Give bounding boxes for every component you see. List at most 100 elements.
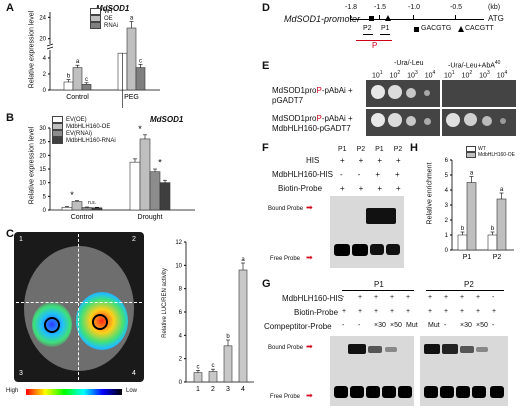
g-mark-cell: + (460, 308, 465, 315)
legend-gacgtg: GACGTG (421, 25, 452, 32)
bar (457, 234, 468, 251)
y-tick-label: 25 (39, 140, 46, 146)
significance-letter: c (139, 58, 142, 64)
x-tick-label: Drought (138, 214, 163, 221)
y-tick-label: 20 (39, 37, 46, 43)
legend-triangle-icon (458, 26, 464, 32)
panel-label-c: C (6, 228, 14, 240)
y-tick-label: 15 (39, 167, 46, 173)
significance-letter: a (130, 16, 134, 22)
f-row-his-marks: + + + + (340, 156, 401, 165)
panel-b-legend: EV(OE) MdbHLH160-OE EV(RNAi) MdbHLH160-R… (52, 116, 116, 144)
x-tick-label: P2 (493, 254, 502, 261)
bar (496, 198, 507, 251)
pos-tick-label-2: -1.5 (374, 4, 387, 11)
significance-letter: a (500, 187, 504, 193)
significance-mark: * (158, 158, 162, 168)
pos-tick-label-1: -1.8 (345, 4, 358, 11)
g-p1-label: P1 (374, 280, 384, 289)
legend-cacgtt: CACGTT (465, 25, 494, 32)
axis-break-mark (46, 43, 54, 47)
legend-label-rnai: RNAi (104, 22, 119, 29)
f-row-probe-marks: + + + + (340, 184, 401, 193)
g-mark-cell: + (460, 294, 465, 301)
f-bound-probe-label: Bound Probe (268, 206, 304, 212)
panel-label-g: G (262, 278, 271, 290)
bar (135, 67, 146, 91)
y-tick-label: 4 (445, 188, 449, 194)
g-mark-cell: Mut (428, 322, 440, 329)
g-row-probe-label: Biotin-Probe (294, 308, 339, 317)
y-tick-label: 2 (445, 218, 449, 224)
g-free-arrow-icon: ➡ (306, 391, 313, 400)
panel-c-chart: 0 2 4 6 8 10 12 c 1 c 2 b 3 a 4 (175, 240, 254, 393)
legend-swatch-bhlh-rnai (52, 137, 63, 144)
x-tick-label: 4 (241, 386, 245, 393)
legend-swatch-wt (90, 8, 101, 15)
g-mark-cell: - (358, 322, 361, 329)
significance-letter: b (491, 226, 495, 232)
bar (159, 182, 171, 211)
e-header-left: -Ura/-Leu (394, 60, 424, 67)
g-row-competitor-label: Compeptitor-Probe (264, 322, 332, 331)
bar (72, 67, 83, 91)
bar (487, 234, 498, 251)
g-bound-arrow-icon: ➡ (306, 342, 313, 351)
luciferase-leaf-image: 1 2 3 4 (14, 232, 144, 382)
y-tick-label: 20 (39, 153, 46, 159)
panel-a-legend: WT OE RNAi (90, 8, 118, 29)
y-tick-label: 0 (445, 248, 449, 254)
g-mark-cell: - (342, 322, 345, 329)
g-mark-cell: + (428, 308, 433, 315)
f-free-arrow-icon: ➡ (306, 253, 313, 262)
e-row1-label: MdSOD1proP-pAbAi + pGADT7 (272, 86, 353, 105)
bar (139, 138, 151, 211)
panel-label-f: F (262, 142, 269, 154)
bar (126, 27, 137, 91)
bar (63, 81, 74, 91)
g-mark-cell: - (342, 294, 345, 301)
g-mark-cell: Mut (406, 322, 418, 329)
x-tick-label: Control (66, 94, 89, 101)
significance-letter: a (470, 171, 474, 177)
y-tick-label: 2 (43, 72, 47, 78)
intensity-scale-bar (26, 389, 122, 395)
significance-letter: b (461, 226, 465, 232)
y-tick-label: 0 (43, 208, 47, 214)
scale-low-label: Low (126, 388, 138, 394)
axis-break-mark (46, 46, 54, 50)
g-mark-cell: + (428, 294, 433, 301)
g-mark-cell: + (358, 294, 363, 301)
g-mark-cell: ×30 (374, 322, 386, 329)
legend-swatch-oe (90, 15, 101, 22)
x-tick-label: Control (71, 214, 94, 221)
significance-mark: n.s. (88, 200, 96, 206)
bar (71, 201, 83, 211)
bar (208, 371, 218, 383)
significance-mark: * (138, 124, 142, 134)
scale-high-label: High (6, 388, 19, 394)
g-mark-cell: + (390, 294, 395, 301)
p2-amplicon (363, 34, 373, 35)
g-mark-cell: - (444, 322, 447, 329)
legend-swatch-ev-rnai (52, 130, 63, 137)
legend-label-oe: OE (104, 15, 113, 22)
significance-letter: c (212, 363, 215, 369)
legend-label-ev-oe: EV(OE) (66, 116, 87, 123)
y-tick-label: 0 (43, 88, 47, 94)
legend-label-bhlh-rnai: MdbHLH160-RNAi (66, 137, 116, 144)
g-mark-cell: - (492, 294, 495, 301)
panel-a-gene: MdSOD1 (96, 4, 130, 13)
panel-label-h: H (410, 142, 418, 154)
g-mark-cell: + (444, 308, 449, 315)
f-lane-headers: P1 P2 P1 P2 (338, 146, 403, 153)
f-row-bhlh-label: MdbHLH160-HIS (272, 170, 333, 179)
p1-amplicon (380, 34, 390, 35)
significance-letter: c (85, 77, 88, 83)
yeast-plate-image (366, 80, 516, 136)
g-mark-cell: + (476, 294, 481, 301)
panel-h-legend: WT MdbHLH160-OE (466, 146, 515, 158)
p2-label: P2 (363, 25, 372, 32)
significance-mark: * (70, 190, 74, 200)
quadrant-label-1: 1 (19, 236, 23, 243)
